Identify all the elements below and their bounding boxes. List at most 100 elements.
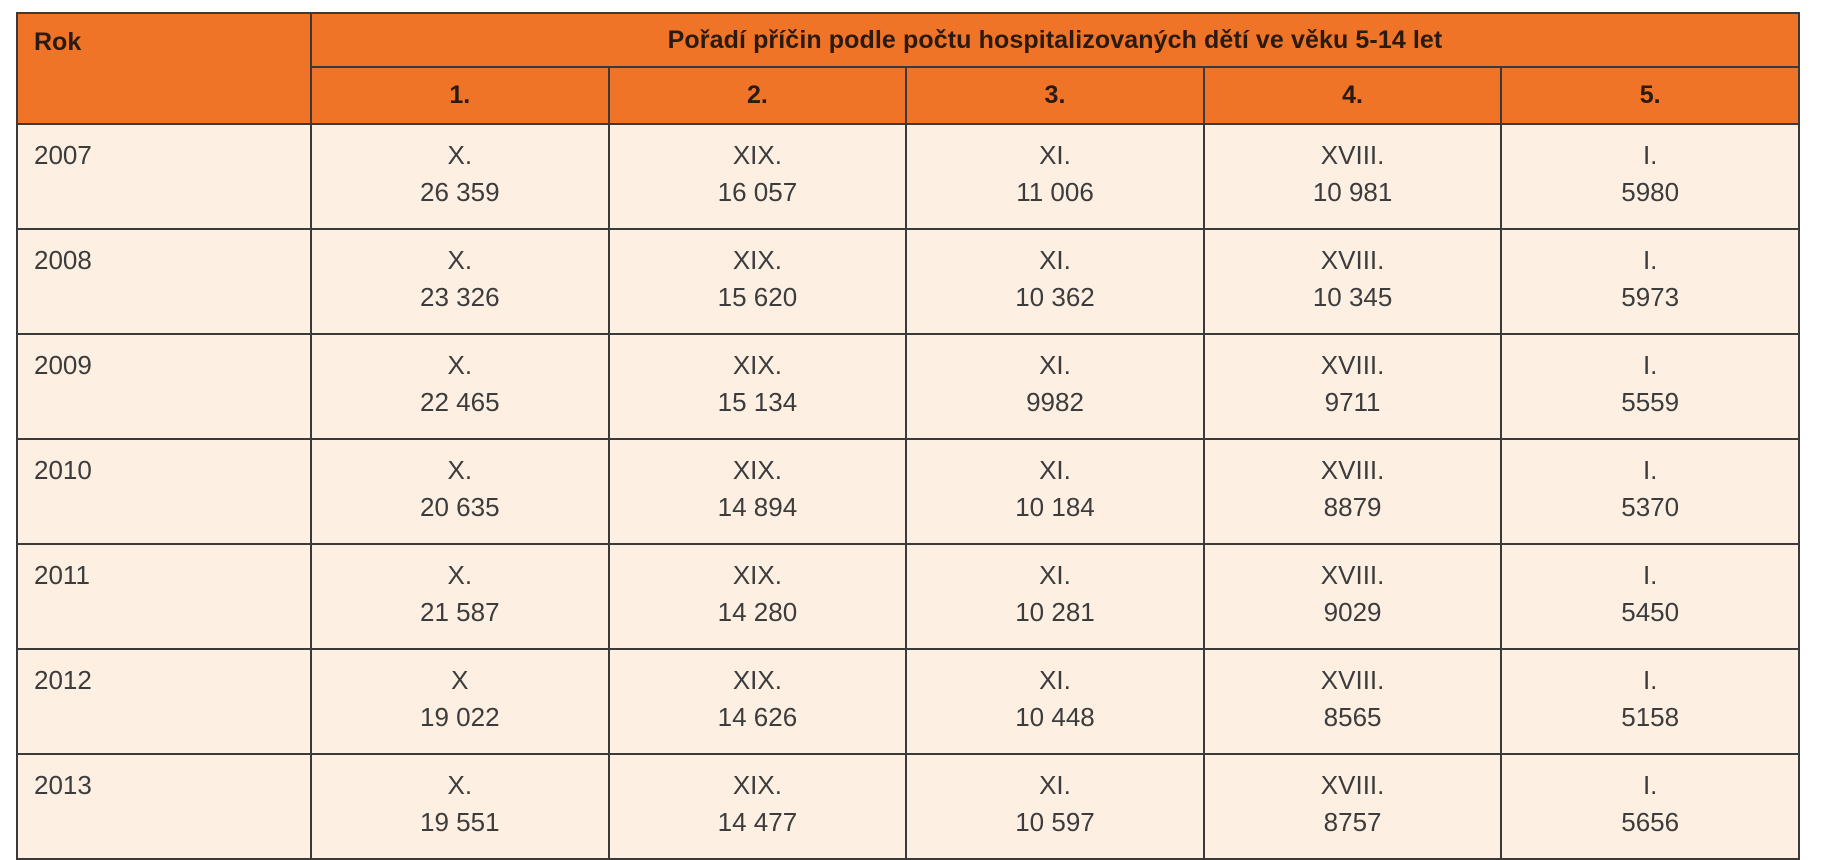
cause-code: XI. [1039, 455, 1071, 485]
rank-cell: I. 5980 [1500, 123, 1800, 230]
patient-count: 14 626 [717, 702, 798, 732]
year-cell: 2008 [16, 228, 312, 335]
patient-count: 9029 [1323, 597, 1382, 627]
cause-code: X. [447, 770, 473, 800]
patient-count: 5980 [1621, 177, 1680, 207]
patient-count: 10 448 [1015, 702, 1095, 732]
rank-cell: XIX. 14 477 [607, 753, 908, 860]
table-row: 2009 X. 22 465 XIX. 15 134 XI. 9982 XVIII. 9711 I… [16, 333, 1800, 440]
rank-cell: I. 5656 [1500, 753, 1800, 860]
patient-count: 15 134 [717, 387, 798, 417]
rank-cell: XVIII. 10 345 [1202, 228, 1503, 335]
patient-count: 22 465 [420, 387, 500, 417]
rank-cell: XI. 10 281 [905, 543, 1205, 650]
patient-count: 10 362 [1015, 282, 1095, 312]
rank-cell: X. 26 359 [310, 123, 610, 230]
rank-cell: XI. 10 448 [905, 648, 1205, 755]
patient-count: 14 894 [717, 492, 798, 522]
cause-code: XI. [1039, 140, 1071, 170]
cause-code: X [451, 665, 469, 695]
cause-code: XVIII. [1320, 665, 1385, 695]
cause-code: XIX. [732, 140, 782, 170]
patient-count: 23 326 [420, 282, 500, 312]
rank-cell: XIX. 14 626 [607, 648, 908, 755]
table-row: 2007 X. 26 359 XIX. 16 057 XI. 11 006 XVIII. 10 … [16, 123, 1800, 230]
patient-count: 10 184 [1015, 492, 1095, 522]
rank-cell: XIX. 14 894 [607, 438, 908, 545]
cause-code: X. [447, 245, 473, 275]
cause-code: XIX. [732, 245, 782, 275]
patient-count: 14 280 [717, 597, 798, 627]
cause-code: XIX. [732, 455, 782, 485]
year-column-header: Rok [16, 12, 312, 125]
patient-count: 5559 [1621, 387, 1680, 417]
rank-header-5: 5. [1500, 66, 1800, 125]
rank-cell: XVIII. 8565 [1202, 648, 1503, 755]
table-row: 2012 X 19 022 XIX. 14 626 XI. 10 448 XVIII. 8565… [16, 648, 1800, 755]
patient-count: 15 620 [717, 282, 798, 312]
rank-cell: X. 21 587 [310, 543, 610, 650]
cause-code: XI. [1039, 560, 1071, 590]
patient-count: 5158 [1621, 702, 1680, 732]
cause-code: XVIII. [1320, 350, 1385, 380]
table-row: 2011 X. 21 587 XIX. 14 280 XI. 10 281 XVIII. 902… [16, 543, 1800, 650]
rank-header-3: 3. [905, 66, 1205, 125]
patient-count: 5370 [1621, 492, 1680, 522]
cause-code: X. [447, 140, 473, 170]
rank-cell: XI. 10 597 [905, 753, 1205, 860]
cause-code: XVIII. [1320, 140, 1385, 170]
rank-cell: X. 19 551 [310, 753, 610, 860]
cause-code: XIX. [732, 350, 782, 380]
cause-code: XI. [1039, 245, 1071, 275]
cause-code: XVIII. [1320, 455, 1385, 485]
cause-code: X. [447, 455, 473, 485]
table-container: Rok Pořadí příčin podle počtu hospitaliz… [16, 12, 1800, 860]
patient-count: 16 057 [717, 177, 798, 207]
patient-count: 9711 [1324, 387, 1381, 417]
patient-count: 19 022 [420, 702, 500, 732]
patient-count: 19 551 [420, 807, 500, 837]
cause-code: I. [1642, 770, 1658, 800]
table-row: 2010 X. 20 635 XIX. 14 894 XI. 10 184 XVIII. 887… [16, 438, 1800, 545]
patient-count: 8757 [1323, 807, 1382, 837]
cause-code: XIX. [732, 665, 782, 695]
cause-code: XVIII. [1320, 245, 1385, 275]
rank-cell: XVIII. 8757 [1202, 753, 1503, 860]
cause-code: XIX. [732, 560, 782, 590]
cause-code: X. [447, 350, 473, 380]
rank-header-4: 4. [1202, 66, 1503, 125]
rank-cell: I. 5973 [1500, 228, 1800, 335]
year-cell: 2012 [16, 648, 312, 755]
table-header: Rok Pořadí příčin podle počtu hospitaliz… [16, 12, 1800, 125]
patient-count: 5656 [1621, 807, 1680, 837]
patient-count: 10 597 [1015, 807, 1095, 837]
rank-cell: XVIII. 9029 [1202, 543, 1503, 650]
rank-cell: I. 5370 [1500, 438, 1800, 545]
patient-count: 9982 [1026, 387, 1084, 417]
patient-count: 5450 [1621, 597, 1680, 627]
rank-cell: XI. 10 184 [905, 438, 1205, 545]
rank-cell: I. 5158 [1500, 648, 1800, 755]
year-cell: 2011 [16, 543, 312, 650]
cause-code: XVIII. [1320, 770, 1385, 800]
rank-cell: XVIII. 10 981 [1202, 123, 1503, 230]
rank-cell: XVIII. 9711 [1202, 333, 1503, 440]
patient-count: 8879 [1323, 492, 1382, 522]
rank-cell: X. 20 635 [310, 438, 610, 545]
year-cell: 2007 [16, 123, 312, 230]
cause-code: I. [1642, 560, 1658, 590]
patient-count: 14 477 [717, 807, 798, 837]
rank-cell: X 19 022 [310, 648, 610, 755]
cause-code: I. [1642, 665, 1658, 695]
rank-cell: X. 22 465 [310, 333, 610, 440]
header-row-group: Rok Pořadí příčin podle počtu hospitaliz… [16, 12, 1800, 125]
cause-code: XIX. [732, 770, 782, 800]
rank-cell: XI. 10 362 [905, 228, 1205, 335]
cause-code: I. [1642, 140, 1658, 170]
cause-code: XI. [1039, 665, 1071, 695]
rank-cell: X. 23 326 [310, 228, 610, 335]
rank-cell: XVIII. 8879 [1202, 438, 1503, 545]
cause-code: I. [1642, 245, 1658, 275]
hospitalization-causes-table: Rok Pořadí příčin podle počtu hospitaliz… [16, 12, 1800, 860]
cause-code: I. [1642, 350, 1658, 380]
